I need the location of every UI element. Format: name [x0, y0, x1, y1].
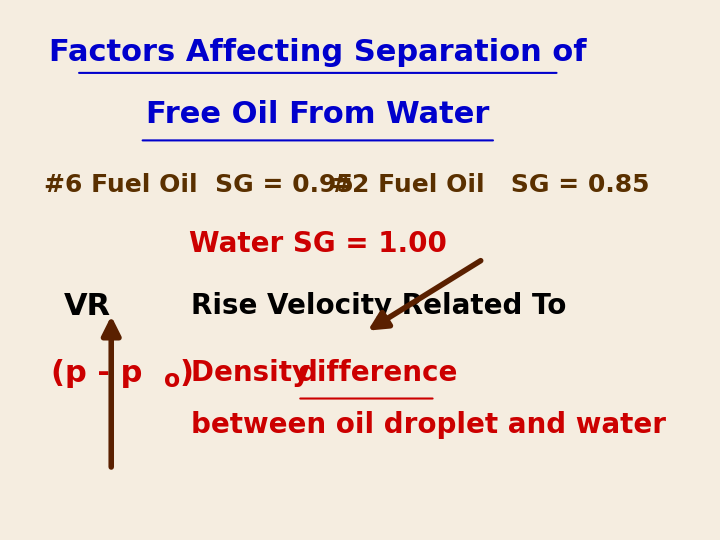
Text: #6 Fuel Oil  SG = 0.95: #6 Fuel Oil SG = 0.95 — [45, 173, 354, 197]
Text: ): ) — [179, 359, 193, 388]
Text: o: o — [164, 368, 180, 392]
Text: (p - p: (p - p — [51, 359, 143, 388]
Text: Water SG = 1.00: Water SG = 1.00 — [189, 230, 446, 258]
Text: VR: VR — [63, 292, 111, 321]
Text: Density: Density — [191, 359, 320, 387]
Text: Factors Affecting Separation of: Factors Affecting Separation of — [49, 38, 587, 67]
Text: difference: difference — [297, 359, 458, 387]
Text: #2 Fuel Oil   SG = 0.85: #2 Fuel Oil SG = 0.85 — [330, 173, 649, 197]
Text: between oil droplet and water: between oil droplet and water — [191, 411, 666, 440]
Text: Rise Velocity Related To: Rise Velocity Related To — [191, 292, 566, 320]
Text: Free Oil From Water: Free Oil From Water — [146, 100, 490, 129]
